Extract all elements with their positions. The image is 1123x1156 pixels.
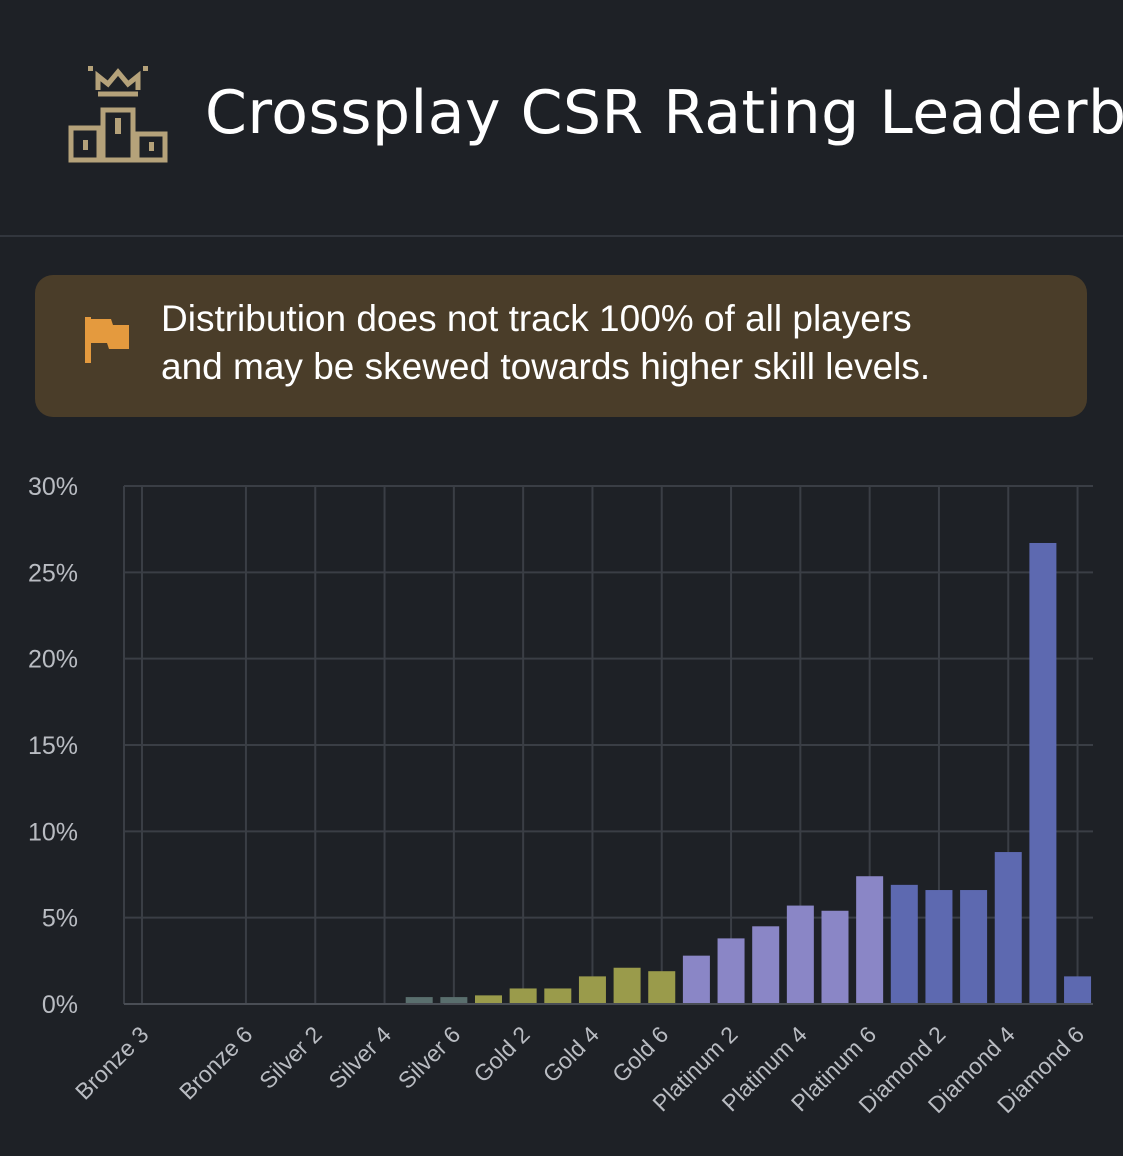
y-tick-label: 20% [28, 646, 78, 674]
distribution-notice: Distribution does not track 100% of all … [35, 275, 1087, 417]
y-tick-label: 0% [42, 991, 78, 1019]
bar [648, 971, 676, 1004]
notice-line-1: Distribution does not track 100% of all … [161, 298, 912, 339]
bar [1029, 542, 1057, 1004]
flag-icon [85, 317, 129, 363]
bar [925, 890, 953, 1004]
x-tick-label: Bronze 3 [70, 1021, 153, 1104]
bar [786, 905, 814, 1004]
x-tick-label: Gold 4 [538, 1021, 604, 1087]
chart-canvas: 0%5%10%15%20%25%30%Bronze 3 Bronze 6Silve… [28, 473, 1093, 1118]
bar [994, 852, 1022, 1004]
x-tick-label: Silver 4 [323, 1021, 396, 1094]
y-tick-label: 15% [28, 732, 78, 760]
y-tick-label: 30% [28, 473, 78, 501]
bar [890, 884, 918, 1004]
y-tick-label: 10% [28, 818, 78, 846]
y-tick-label: 5% [42, 905, 78, 933]
bar [856, 876, 884, 1004]
header-divider [0, 235, 1123, 237]
bar [752, 926, 780, 1004]
x-tick-label: Bronze 6 [174, 1021, 257, 1104]
csr-distribution-chart: 0% 5% 10% 15% 20% 25% 30% Bronze 3 Bronze 6 Silve… [0, 460, 1123, 1156]
bar [475, 995, 502, 1004]
bar [960, 890, 988, 1004]
bar [821, 910, 849, 1004]
x-tick-label: Silver 6 [393, 1021, 466, 1094]
y-tick-label: 25% [28, 559, 78, 587]
notice-text: Distribution does not track 100% of all … [161, 295, 1061, 391]
bar [544, 988, 572, 1004]
bar [440, 997, 468, 1004]
bar [682, 955, 710, 1004]
bar [509, 988, 537, 1004]
bar [613, 967, 641, 1004]
bar [578, 976, 606, 1004]
notice-line-2: and may be skewed towards higher skill l… [161, 346, 931, 387]
bar [717, 938, 745, 1004]
podium-crown-icon [68, 66, 168, 163]
page-header: Crossplay CSR Rating Leaderbo [0, 0, 1123, 235]
bar [405, 997, 433, 1004]
x-tick-label: Gold 6 [607, 1021, 673, 1087]
x-tick-label: Silver 2 [254, 1021, 327, 1094]
page-title: Crossplay CSR Rating Leaderbo [205, 78, 1123, 148]
x-tick-label: Gold 2 [468, 1021, 534, 1087]
bar [1064, 976, 1092, 1004]
